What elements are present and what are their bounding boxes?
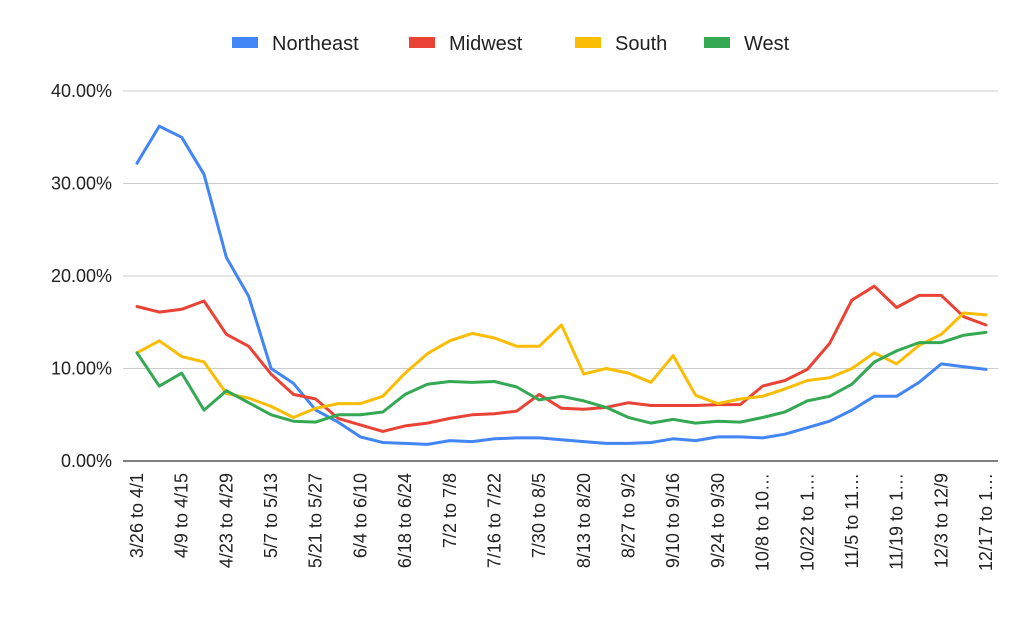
legend-label-northeast: Northeast [272,33,359,55]
legend-swatch-midwest [409,37,435,48]
series-line-northeast [135,124,988,446]
series-line-west [135,330,988,425]
legend-swatch-northeast [232,37,258,48]
x-tick-label: 9/24 to 9/30 [708,473,728,568]
y-tick-label: 20.00% [51,266,112,286]
x-tick-label: 12/3 to 12/9 [931,473,951,568]
x-tick-label: 10/22 to 1… [797,473,817,571]
x-tick-label: 6/4 to 6/10 [350,473,370,558]
x-tick-label: 9/10 to 9/16 [663,473,683,568]
x-tick-label: 7/2 to 7/8 [440,473,460,548]
x-tick-label: 7/30 to 8/5 [529,473,549,558]
x-tick-label: 8/13 to 8/20 [574,473,594,568]
legend-swatch-south [575,37,601,48]
x-tick-label: 12/17 to 1… [976,473,996,571]
x-tick-label: 3/26 to 4/1 [127,473,147,558]
x-tick-label: 11/5 to 11… [842,473,862,568]
y-tick-label: 40.00% [51,81,112,101]
x-tick-label: 4/9 to 4/15 [172,473,192,558]
legend-label-south: South [615,33,667,55]
x-tick-label: 7/16 to 7/22 [484,473,504,568]
legend-label-west: West [744,33,790,55]
legend-swatch-west [704,37,730,48]
legend: Northeast Midwest South West [232,33,790,55]
y-axis-ticks: 0.00% 10.00% 20.00% 30.00% 40.00% [51,81,112,471]
series-line-south [135,311,988,419]
x-tick-label: 4/23 to 4/29 [216,473,236,568]
y-tick-label: 0.00% [61,451,112,471]
y-tick-label: 10.00% [51,359,112,379]
x-tick-label: 5/7 to 5/13 [261,473,281,558]
x-tick-label: 11/19 to 1… [887,473,907,570]
legend-label-midwest: Midwest [449,33,523,55]
x-tick-label: 10/8 to 10… [753,473,773,571]
x-axis-ticks: 3/26 to 4/1 4/9 to 4/15 4/23 to 4/29 5/7 to… [127,473,996,571]
gridlines [123,90,998,462]
y-tick-label: 30.00% [51,174,112,194]
x-tick-label: 5/21 to 5/27 [306,473,326,568]
series-lines [135,124,988,446]
x-tick-label: 6/18 to 6/24 [395,473,415,568]
x-tick-label: 8/27 to 9/2 [619,473,639,558]
series-line-midwest [135,284,988,433]
